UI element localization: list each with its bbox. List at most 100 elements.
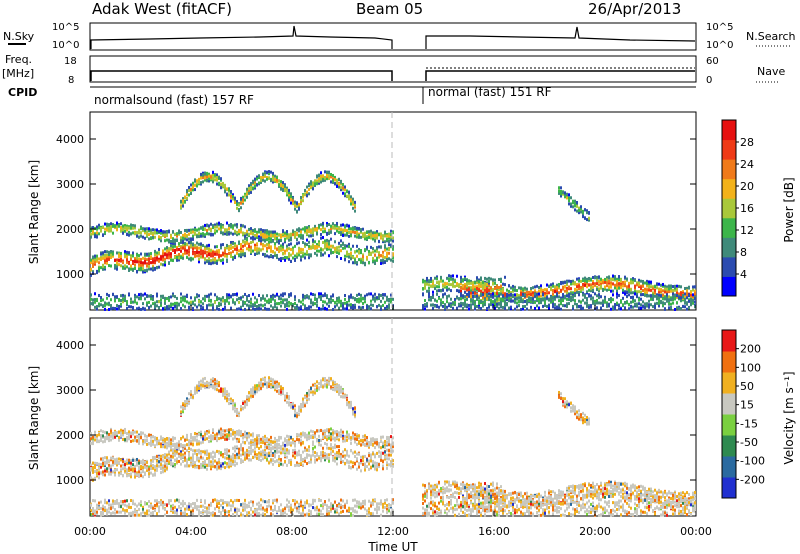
scatter-cell (192, 181, 194, 185)
scatter-cell (92, 302, 94, 306)
scatter-cell (360, 257, 362, 261)
scatter-cell (352, 230, 354, 234)
scatter-cell (164, 235, 166, 239)
scatter-cell (288, 252, 290, 256)
scatter-cell (478, 305, 480, 309)
scatter-cell (620, 299, 622, 303)
scatter-cell (376, 236, 378, 240)
scatter-cell (114, 295, 116, 299)
scatter-cell (694, 289, 696, 293)
scatter-cell (198, 180, 200, 184)
scatter-cell (634, 304, 636, 308)
scatter-cell (94, 226, 96, 230)
scatter-cell (582, 291, 584, 295)
scatter-cell (374, 261, 376, 265)
scatter-cell (638, 302, 640, 306)
scatter-cell (188, 188, 190, 192)
scatter-cell (362, 297, 364, 301)
scatter-cell (472, 283, 474, 287)
scatter-cell (134, 464, 136, 468)
scatter-cell (94, 509, 96, 513)
scatter-cell (348, 297, 350, 301)
scatter-cell (392, 239, 394, 243)
scatter-cell (110, 503, 112, 507)
scatter-cell (320, 228, 322, 232)
scatter-cell (532, 286, 534, 290)
scatter-cell (456, 274, 458, 278)
scatter-cell (126, 439, 128, 443)
scatter-cell (158, 306, 160, 310)
scatter-cell (156, 231, 158, 235)
scatter-cell (104, 222, 106, 226)
scatter-cell (216, 245, 218, 249)
scatter-cell (220, 303, 222, 307)
freq-tick-top: 18 (64, 56, 77, 67)
scatter-cell (560, 300, 562, 304)
scatter-cell (146, 264, 148, 268)
scatter-cell (388, 236, 390, 240)
scatter-cell (112, 435, 114, 439)
scatter-cell (256, 177, 258, 181)
scatter-cell (302, 234, 304, 238)
scatter-cell (116, 434, 118, 438)
scatter-cell (142, 302, 144, 306)
scatter-cell (512, 299, 514, 303)
scatter-cell (332, 299, 334, 303)
scatter-cell (154, 261, 156, 265)
scatter-cell (332, 179, 334, 183)
scatter-cell (470, 289, 472, 293)
scatter-cell (310, 254, 312, 258)
scatter-cell (590, 305, 592, 309)
scatter-cell (284, 255, 286, 259)
scatter-cell (228, 252, 230, 256)
scatter-cell (116, 460, 118, 464)
scatter-cell (660, 287, 662, 291)
scatter-cell (218, 181, 220, 185)
scatter-cell (216, 260, 218, 264)
scatter-cell (140, 292, 142, 296)
scatter-cell (226, 243, 228, 247)
scatter-cell (442, 288, 444, 292)
scatter-cell (142, 235, 144, 239)
scatter-cell (326, 224, 328, 228)
scatter-cell (132, 226, 134, 230)
scatter-cell (548, 306, 550, 310)
scatter-cell (226, 228, 228, 232)
scatter-cell (140, 307, 142, 311)
scatter-cell (510, 297, 512, 301)
scatter-cell (254, 229, 256, 233)
scatter-cell (112, 224, 114, 228)
scatter-cell (112, 463, 114, 467)
scatter-cell (120, 229, 122, 233)
scatter-cell (290, 242, 292, 246)
scatter-cell (228, 188, 230, 192)
scatter-cell (648, 294, 650, 298)
scatter-cell (278, 239, 280, 243)
scatter-cell (162, 307, 164, 311)
scatter-cell (586, 279, 588, 283)
scatter-cell (142, 263, 144, 267)
scatter-cell (494, 286, 496, 290)
scatter-cell (446, 300, 448, 304)
scatter-cell (162, 258, 164, 262)
scatter-cell (564, 294, 566, 298)
scatter-cell (108, 223, 110, 227)
scatter-cell (296, 228, 298, 232)
scatter-cell (582, 307, 584, 311)
scatter-cell (428, 286, 430, 290)
scatter-cell (590, 304, 592, 308)
scatter-cell (336, 246, 338, 250)
scatter-cell (94, 511, 96, 515)
scatter-cell (274, 299, 276, 303)
scatter-cell (344, 254, 346, 258)
scatter-cell (108, 510, 110, 514)
scatter-cell (198, 242, 200, 246)
scatter-cell (662, 301, 664, 305)
scatter-cell (506, 294, 508, 298)
scatter-cell (204, 298, 206, 302)
scatter-cell (166, 256, 168, 260)
scatter-cell (436, 275, 438, 279)
radar-title: Adak West (fitACF) (92, 0, 232, 18)
scatter-cell (624, 280, 626, 284)
